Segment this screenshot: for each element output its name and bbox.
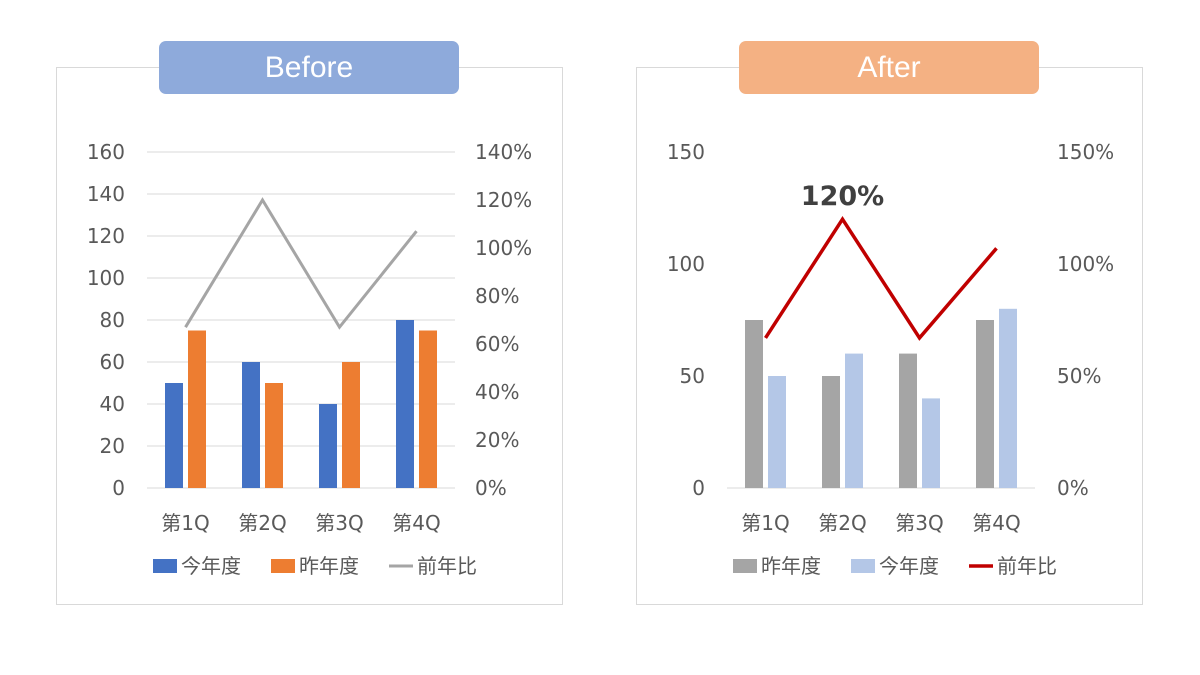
annotation-label: 120% — [801, 181, 884, 212]
bar-昨年度 — [188, 330, 206, 488]
line-前年比 — [764, 215, 998, 341]
after-badge: After — [739, 41, 1039, 94]
legend-swatch-昨年度 — [733, 559, 757, 573]
left-axis-tick-label: 100 — [87, 266, 125, 290]
left-axis-tick-label: 20 — [100, 434, 125, 458]
legend-label: 今年度 — [181, 554, 241, 578]
category-label: 第3Q — [895, 511, 943, 535]
left-axis-tick-label: 150 — [667, 140, 705, 164]
left-axis-tick-label: 40 — [100, 392, 125, 416]
left-axis-tick-label: 60 — [100, 350, 125, 374]
legend-label: 昨年度 — [761, 554, 821, 578]
bar-今年度 — [768, 376, 786, 488]
after-chart-panel: 0 50 100 150 0% 50% 100% 150% 第1Q 第2Q 第3Q 第4Q 120% 昨年… — [636, 67, 1143, 605]
category-label: 第2Q — [818, 511, 866, 535]
before-chart: 0 20 40 60 80 100 120 140 160 0% 20% 40% 60% 80% 100% 1… — [87, 140, 532, 578]
category-label: 第1Q — [161, 511, 209, 535]
left-axis-tick-label: 0 — [112, 476, 125, 500]
line-前年比 — [184, 197, 418, 330]
bar-今年度 — [165, 383, 183, 488]
left-axis-tick-label: 80 — [100, 308, 125, 332]
left-axis-tick-label: 50 — [680, 364, 705, 388]
left-axis-tick-label: 0 — [692, 476, 705, 500]
left-axis-tick-label: 120 — [87, 224, 125, 248]
right-axis-tick-label: 50% — [1057, 364, 1101, 388]
before-badge: Before — [159, 41, 459, 94]
left-axis-tick-label: 160 — [87, 140, 125, 164]
right-axis-tick-label: 40% — [475, 380, 519, 404]
legend-label: 今年度 — [879, 554, 939, 578]
bar-今年度 — [845, 353, 863, 488]
bar-昨年度 — [419, 330, 437, 488]
category-label: 第1Q — [741, 511, 789, 535]
bar-今年度 — [242, 362, 260, 488]
bar-昨年度 — [745, 320, 763, 488]
bar-昨年度 — [265, 383, 283, 488]
legend-swatch-今年度 — [153, 559, 177, 573]
right-axis-tick-label: 100% — [1057, 252, 1114, 276]
category-label: 第4Q — [972, 511, 1020, 535]
right-axis-tick-label: 80% — [475, 284, 519, 308]
right-axis-tick-label: 100% — [475, 236, 532, 260]
category-label: 第2Q — [238, 511, 286, 535]
bar-昨年度 — [899, 353, 917, 488]
after-chart: 0 50 100 150 0% 50% 100% 150% 第1Q 第2Q 第3Q 第4Q 120% 昨年… — [667, 140, 1114, 578]
legend-label: 昨年度 — [299, 554, 359, 578]
right-axis-tick-label: 150% — [1057, 140, 1114, 164]
category-label: 第4Q — [392, 511, 440, 535]
right-axis-tick-label: 60% — [475, 332, 519, 356]
left-axis-tick-label: 100 — [667, 252, 705, 276]
legend-swatch-昨年度 — [271, 559, 295, 573]
bar-昨年度 — [976, 320, 994, 488]
bar-昨年度 — [822, 376, 840, 488]
bar-今年度 — [319, 404, 337, 488]
bar-昨年度 — [342, 362, 360, 488]
right-axis-tick-label: 20% — [475, 428, 519, 452]
left-axis-tick-label: 140 — [87, 182, 125, 206]
right-axis-tick-label: 120% — [475, 188, 532, 212]
legend-label: 前年比 — [417, 554, 477, 578]
category-label: 第3Q — [315, 511, 363, 535]
right-axis-tick-label: 0% — [1057, 476, 1089, 500]
before-chart-panel: 0 20 40 60 80 100 120 140 160 0% 20% 40% 60% 80% 100% 1… — [56, 67, 563, 605]
right-axis-tick-label: 140% — [475, 140, 532, 164]
legend-swatch-今年度 — [851, 559, 875, 573]
bar-今年度 — [922, 398, 940, 488]
bar-今年度 — [999, 308, 1017, 488]
right-axis-tick-label: 0% — [475, 476, 507, 500]
bar-今年度 — [396, 320, 414, 488]
legend-label: 前年比 — [997, 554, 1057, 578]
